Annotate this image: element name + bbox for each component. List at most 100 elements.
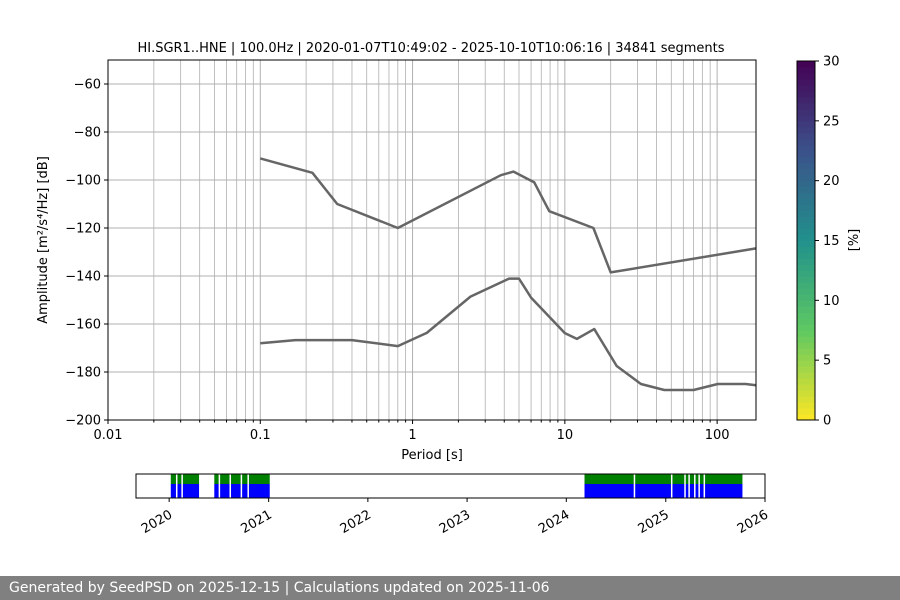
colorbar-step xyxy=(797,84,815,92)
footer-text: Generated by SeedPSD on 2025-12-15 | Cal… xyxy=(9,580,550,596)
availability-span-bottom xyxy=(584,484,743,498)
colorbar-step xyxy=(797,378,815,385)
colorbar-step xyxy=(797,162,815,170)
colorbar-step xyxy=(797,300,815,307)
colorbar-step xyxy=(797,72,815,80)
y-tick-label: −100 xyxy=(65,174,101,189)
colorbar-tick-label: 5 xyxy=(823,354,831,369)
colorbar-step xyxy=(797,366,815,373)
colorbar-label: [%] xyxy=(847,229,862,252)
availability-gap xyxy=(247,474,249,498)
colorbar-step xyxy=(797,324,815,331)
availability-gap xyxy=(684,474,686,498)
colorbar-tick-label: 10 xyxy=(823,294,840,309)
data-availability-timeline: 2020 2021 2022 2023 2024 2025 2026 xyxy=(135,473,771,537)
x-tick-label: 100 xyxy=(705,428,730,443)
colorbar-step xyxy=(797,288,815,295)
colorbar-step xyxy=(797,282,815,289)
availability-gap xyxy=(688,474,690,498)
y-tick-label: −80 xyxy=(74,126,101,141)
nlnm-line xyxy=(260,277,757,392)
availability-gap xyxy=(694,474,696,498)
colorbar-tick-label: 30 xyxy=(823,55,840,70)
colorbar-step xyxy=(797,264,815,271)
timeline-tick-label: 2021 xyxy=(238,507,274,537)
availability-gap xyxy=(240,474,243,498)
colorbar-step xyxy=(797,348,815,355)
colorbar-step xyxy=(797,96,815,104)
colorbar-step xyxy=(797,402,815,409)
colorbar-step xyxy=(797,126,815,134)
colorbar-step xyxy=(797,90,815,98)
availability-span-top xyxy=(170,474,200,484)
colorbar-tick-label: 25 xyxy=(823,114,840,129)
colorbar-step xyxy=(797,336,815,343)
nhnm-line xyxy=(259,157,757,274)
footer-bar: Generated by SeedPSD on 2025-12-15 | Cal… xyxy=(0,576,900,600)
availability-gap xyxy=(181,474,183,498)
colorbar-step xyxy=(797,168,815,176)
chart-title: HI.SGR1..HNE | 100.0Hz | 2020-01-07T10:4… xyxy=(137,41,724,56)
x-tick-label: 0.01 xyxy=(94,428,123,443)
colorbar-step xyxy=(797,61,815,68)
colorbar-step xyxy=(797,138,815,146)
y-tick-label: −180 xyxy=(65,366,101,381)
colorbar-step xyxy=(797,390,815,397)
colorbar-step xyxy=(797,198,815,206)
colorbar-step xyxy=(797,132,815,140)
colorbar-step xyxy=(797,354,815,361)
colorbar-step xyxy=(797,228,815,236)
colorbar-tick-label: 15 xyxy=(823,234,840,249)
colorbar-step xyxy=(797,186,815,194)
x-tick-label: 10 xyxy=(557,428,574,443)
availability-gap xyxy=(698,474,700,498)
y-axis: −60 −80 −100 −120 −140 −160 −180 −200 xyxy=(65,78,108,429)
colorbar-step xyxy=(797,270,815,277)
colorbar-step xyxy=(797,216,815,224)
psd-figure: HI.SGR1..HNE | 100.0Hz | 2020-01-07T10:4… xyxy=(36,41,862,537)
timeline-tick-label: 2020 xyxy=(139,507,175,537)
colorbar-step xyxy=(797,114,815,122)
colorbar-step xyxy=(797,246,815,253)
colorbar-step xyxy=(797,66,815,74)
colorbar-step xyxy=(797,396,815,403)
colorbar-step xyxy=(797,384,815,391)
colorbar-step xyxy=(797,360,815,367)
colorbar-step xyxy=(797,144,815,152)
plot-frame xyxy=(107,59,757,421)
colorbar-step xyxy=(797,306,815,313)
availability-span-top xyxy=(584,474,743,484)
colorbar-step xyxy=(797,204,815,212)
availability-gap xyxy=(633,474,636,498)
noise-model-curves xyxy=(259,157,757,392)
colorbar-tick-label: 0 xyxy=(823,414,831,429)
availability-gap xyxy=(229,474,232,498)
colorbar-step xyxy=(797,108,815,116)
timeline-tick-label: 2025 xyxy=(636,507,672,537)
x-axis-label: Period [s] xyxy=(401,448,463,463)
availability-gap xyxy=(175,474,178,498)
availability-gap xyxy=(218,474,221,498)
y-axis-label: Amplitude [m²/s⁴/Hz] [dB] xyxy=(36,156,51,324)
y-tick-label: −140 xyxy=(65,270,101,285)
timeline-tick-label: 2022 xyxy=(338,507,374,537)
colorbar-step xyxy=(797,180,815,188)
availability-gap xyxy=(703,474,706,498)
colorbar-step xyxy=(797,294,815,301)
colorbar-step xyxy=(797,342,815,349)
plot-grid xyxy=(107,60,756,421)
colorbar-step xyxy=(797,222,815,230)
colorbar-step xyxy=(797,258,815,265)
colorbar-step xyxy=(797,156,815,164)
colorbar-step xyxy=(797,150,815,158)
y-tick-label: −200 xyxy=(65,414,101,429)
timeline-frame xyxy=(135,473,766,499)
colorbar-step xyxy=(797,330,815,337)
colorbar-step xyxy=(797,240,815,247)
y-tick-label: −160 xyxy=(65,318,101,333)
timeline-tick-label: 2024 xyxy=(536,507,572,537)
colorbar-step xyxy=(797,318,815,325)
x-tick-label: 1 xyxy=(408,428,416,443)
colorbar-step xyxy=(797,408,815,415)
y-tick-label: −60 xyxy=(74,78,101,93)
